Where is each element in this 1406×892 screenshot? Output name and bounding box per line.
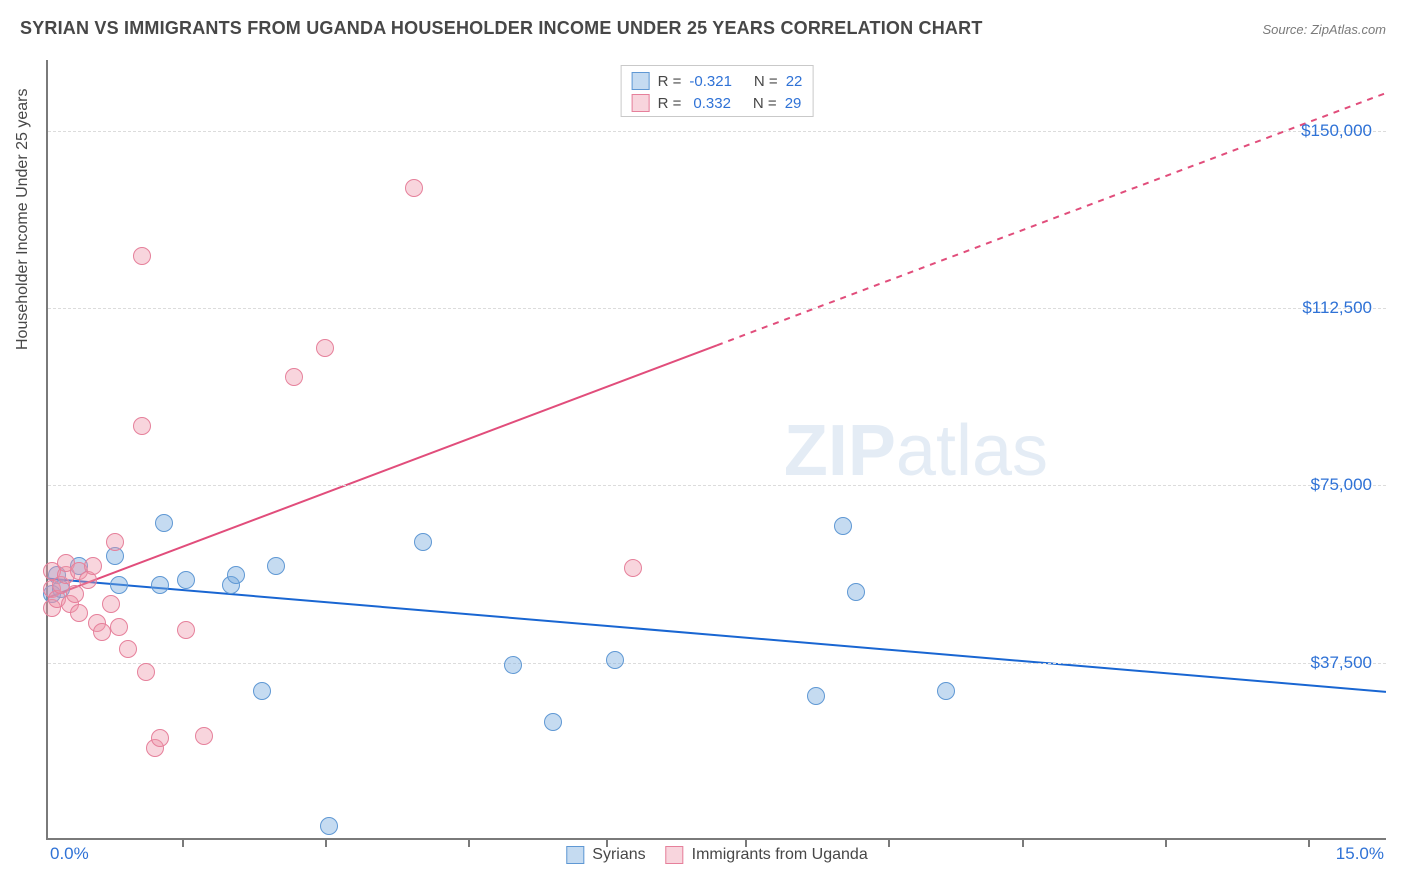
legend-item-syrians: Syrians [566,846,645,864]
gridline [48,485,1386,486]
data-point [285,368,303,386]
data-point [110,618,128,636]
watermark-bold: ZIP [784,411,896,491]
legend-label-syrians: Syrians [592,846,645,864]
swatch-pink-icon [632,94,650,112]
data-point [227,566,245,584]
x-axis-max-label: 15.0% [1336,844,1384,864]
data-point [110,576,128,594]
data-point [316,339,334,357]
n-label: N = [754,73,778,90]
stat-row-syrians: R = -0.321 N = 22 [632,70,803,92]
data-point [177,571,195,589]
stat-row-uganda: R = 0.332 N = 29 [632,92,803,114]
data-point [253,682,271,700]
legend-label-uganda: Immigrants from Uganda [692,846,868,864]
r-label: R = [658,95,682,112]
n-value-uganda: 29 [785,95,802,112]
swatch-blue-icon [632,72,650,90]
data-point [504,656,522,674]
r-value-uganda: 0.332 [689,95,731,112]
data-point [606,651,624,669]
stat-legend: R = -0.321 N = 22 R = 0.332 N = 29 [621,65,814,117]
data-point [544,713,562,731]
data-point [137,663,155,681]
data-point [151,576,169,594]
source-label: Source: ZipAtlas.com [1262,22,1386,37]
watermark-rest: atlas [896,411,1048,491]
x-tick [325,838,327,847]
data-point [624,559,642,577]
data-point [195,727,213,745]
data-point [177,621,195,639]
data-point [93,623,111,641]
data-point [834,517,852,535]
gridline [48,663,1386,664]
swatch-pink-icon [666,846,684,864]
legend-item-uganda: Immigrants from Uganda [666,846,868,864]
y-tick-label: $112,500 [1302,298,1372,318]
data-point [151,729,169,747]
y-axis-label: Householder Income Under 25 years [14,89,32,350]
data-point [414,533,432,551]
y-tick-label: $37,500 [1311,653,1372,673]
data-point [405,179,423,197]
gridline [48,308,1386,309]
r-value-syrians: -0.321 [689,73,732,90]
x-tick [606,838,608,847]
trend-lines-layer [48,60,1386,838]
n-label: N = [753,95,777,112]
data-point [70,604,88,622]
data-point [84,557,102,575]
series-legend: Syrians Immigrants from Uganda [566,846,867,864]
r-label: R = [658,73,682,90]
data-point [937,682,955,700]
y-tick-label: $75,000 [1311,475,1372,495]
data-point [133,417,151,435]
data-point [320,817,338,835]
data-point [102,595,120,613]
data-point [119,640,137,658]
y-tick-label: $150,000 [1301,121,1372,141]
n-value-syrians: 22 [786,73,803,90]
data-point [267,557,285,575]
scatter-plot-area: ZIPatlas R = -0.321 N = 22 R = 0.332 N =… [46,60,1386,840]
x-tick [468,838,470,847]
data-point [106,533,124,551]
data-point [155,514,173,532]
watermark: ZIPatlas [784,410,1048,492]
chart-title: SYRIAN VS IMMIGRANTS FROM UGANDA HOUSEHO… [20,18,983,39]
x-tick [1165,838,1167,847]
data-point [847,583,865,601]
swatch-blue-icon [566,846,584,864]
data-point [133,247,151,265]
data-point [66,585,84,603]
x-tick [745,838,747,847]
gridline [48,131,1386,132]
x-tick [888,838,890,847]
x-tick [1022,838,1024,847]
x-tick [182,838,184,847]
x-tick [1308,838,1310,847]
data-point [807,687,825,705]
x-axis-min-label: 0.0% [50,844,89,864]
